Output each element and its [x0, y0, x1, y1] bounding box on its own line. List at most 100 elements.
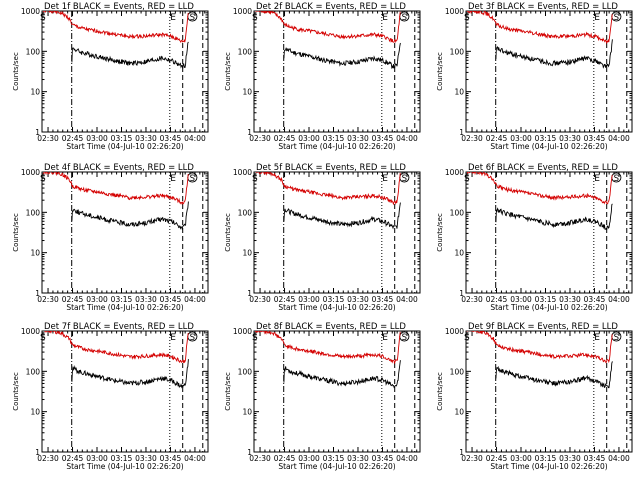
x-tick-label: 03:00	[298, 134, 320, 143]
lld-series-line	[43, 172, 189, 206]
y-tick-label: 1000	[21, 327, 40, 336]
x-tick-label: 02:45	[62, 134, 84, 143]
marker-label-s: S	[252, 13, 258, 23]
x-tick-label: 04:00	[396, 134, 418, 143]
y-tick-label: 10	[242, 88, 252, 97]
lld-series-line	[466, 11, 613, 45]
events-series-line	[495, 361, 613, 389]
x-tick-label: 03:30	[559, 134, 581, 143]
y-tick-label: 100	[450, 367, 465, 376]
x-tick-label: 03:00	[510, 295, 532, 304]
y-tick-label: 1000	[21, 168, 40, 177]
x-axis-label: Start Time (04-Jul-10 02:26:20)	[490, 462, 607, 471]
y-tick-label: 1000	[445, 168, 464, 177]
plot-frame	[253, 171, 421, 294]
marker-label-s-circled: S	[402, 174, 407, 184]
marker-label-e: E	[170, 13, 176, 23]
lld-series-line	[255, 172, 401, 206]
y-tick-label: 100	[450, 208, 465, 217]
y-tick-label: 1000	[233, 7, 252, 16]
marker-label-s-circled: S	[402, 333, 407, 343]
x-axis-label: Start Time (04-Jul-10 02:26:20)	[66, 303, 183, 312]
x-axis-label: Start Time (04-Jul-10 02:26:20)	[490, 142, 607, 151]
marker-label-s: S	[252, 174, 258, 184]
x-tick-label: 03:15	[323, 454, 345, 463]
marker-label-e: E	[382, 13, 388, 23]
x-tick-label: 03:15	[535, 295, 557, 304]
events-series-line	[71, 359, 189, 390]
plot-frame	[465, 10, 633, 133]
x-axis-label: Start Time (04-Jul-10 02:26:20)	[66, 142, 183, 151]
y-tick-label: 10	[454, 408, 464, 417]
lld-series-line	[42, 11, 189, 44]
x-tick-label: 03:00	[298, 454, 320, 463]
x-axis-label: Start Time (04-Jul-10 02:26:20)	[490, 303, 607, 312]
y-axis-label: Counts/sec	[436, 213, 444, 252]
x-tick-label: 03:30	[135, 454, 157, 463]
x-tick-label: 02:30	[249, 454, 271, 463]
panel-title: Det 6f BLACK = Events, RED = LLD	[468, 163, 618, 173]
x-tick-label: 04:00	[184, 454, 206, 463]
plot-frame	[465, 330, 633, 453]
y-tick-label: 100	[26, 47, 41, 56]
x-tick-label: 03:00	[86, 454, 108, 463]
lld-series-line	[44, 331, 189, 364]
events-series-line	[71, 201, 189, 231]
panel-det-6f: Det 6f BLACK = Events, RED = LLD 1 10 100 10…	[436, 163, 633, 312]
panel-title: Det 4f BLACK = Events, RED = LLD	[44, 163, 194, 173]
x-tick-label: 03:15	[535, 454, 557, 463]
y-axis-label: Counts/sec	[436, 52, 444, 91]
x-tick-label: 02:45	[274, 134, 296, 143]
x-tick-label: 04:00	[396, 454, 418, 463]
x-tick-label: 04:00	[608, 134, 630, 143]
marker-label-s-circled: S	[190, 13, 195, 23]
events-series-line	[71, 41, 189, 69]
y-tick-label: 1	[35, 448, 40, 457]
y-axis-label: Counts/sec	[224, 213, 232, 252]
x-tick-label: 02:30	[37, 134, 59, 143]
marker-label-s-circled: S	[614, 13, 619, 23]
panel-title: Det 2f BLACK = Events, RED = LLD	[256, 2, 406, 12]
x-tick-label: 02:30	[461, 134, 483, 143]
x-tick-label: 03:45	[372, 134, 394, 143]
y-tick-label: 1	[459, 289, 464, 298]
x-axis-label: Start Time (04-Jul-10 02:26:20)	[278, 303, 395, 312]
lld-series-line	[466, 172, 613, 205]
x-tick-label: 03:30	[559, 295, 581, 304]
x-tick-label: 03:15	[535, 134, 557, 143]
marker-label-s: S	[464, 333, 470, 343]
x-tick-label: 03:30	[347, 454, 369, 463]
x-tick-label: 02:45	[274, 454, 296, 463]
x-tick-label: 02:45	[486, 454, 508, 463]
events-series-line	[283, 360, 401, 389]
y-tick-label: 1000	[445, 7, 464, 16]
y-tick-label: 1	[247, 448, 252, 457]
marker-label-s-circled: S	[190, 333, 195, 343]
marker-label-s: S	[252, 333, 258, 343]
plot-frame	[41, 330, 209, 453]
y-tick-label: 100	[26, 208, 41, 217]
x-tick-label: 03:45	[584, 134, 606, 143]
x-tick-label: 02:30	[461, 295, 483, 304]
x-tick-label: 04:00	[184, 295, 206, 304]
x-tick-label: 04:00	[396, 295, 418, 304]
y-tick-label: 1	[247, 289, 252, 298]
y-axis-label: Counts/sec	[224, 372, 232, 411]
marker-label-e: E	[594, 333, 600, 343]
x-tick-label: 02:30	[249, 295, 271, 304]
x-tick-label: 03:00	[86, 134, 108, 143]
y-axis-label: Counts/sec	[224, 52, 232, 91]
y-tick-label: 1000	[21, 7, 40, 16]
x-tick-label: 03:30	[559, 454, 581, 463]
x-tick-label: 02:45	[62, 454, 84, 463]
x-tick-label: 02:30	[37, 295, 59, 304]
events-series-line	[283, 42, 401, 70]
x-tick-label: 02:45	[62, 295, 84, 304]
x-tick-label: 03:00	[510, 454, 532, 463]
y-tick-label: 1000	[233, 168, 252, 177]
y-tick-label: 100	[238, 47, 253, 56]
x-tick-label: 03:30	[347, 134, 369, 143]
panel-det-5f: Det 5f BLACK = Events, RED = LLD 1 10 100 10…	[224, 163, 421, 312]
lld-series-line	[466, 331, 613, 364]
